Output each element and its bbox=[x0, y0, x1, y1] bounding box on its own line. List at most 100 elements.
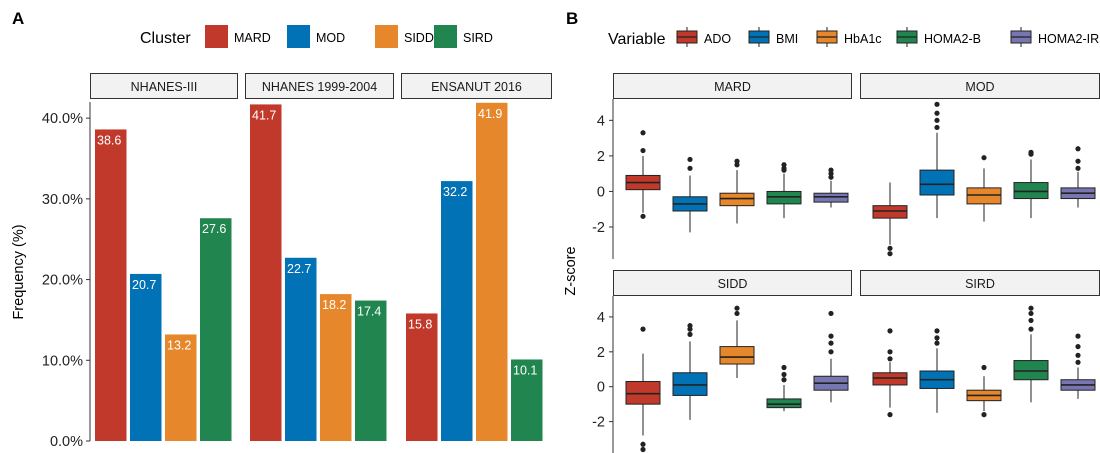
box-sird-homa2-b bbox=[1013, 305, 1049, 403]
legend-key-ado bbox=[676, 27, 698, 47]
legend-label-mard: MARD bbox=[234, 31, 271, 45]
strip-label-sidd: SIDD bbox=[718, 277, 748, 291]
outlier-2 bbox=[781, 167, 787, 173]
outlier-0 bbox=[1075, 359, 1081, 365]
iqr-box bbox=[766, 398, 802, 409]
legend-label-ado: ADO bbox=[704, 32, 731, 46]
outlier-2 bbox=[781, 364, 787, 371]
y-tick-label-a-4: 40.0% bbox=[42, 111, 83, 127]
legend-key-homa2-ir bbox=[1010, 27, 1032, 47]
bar-nhanes-1999-2004-sird bbox=[355, 300, 387, 441]
outlier-0 bbox=[981, 364, 987, 371]
outlier-1 bbox=[981, 412, 987, 418]
legend-label-sird: SIRD bbox=[463, 31, 493, 45]
strip-label-nhanes-iii: NHANES-III bbox=[131, 80, 198, 94]
iqr-box bbox=[625, 380, 661, 405]
outlier-2 bbox=[828, 174, 834, 180]
outlier-1 bbox=[1028, 149, 1034, 155]
outlier-0 bbox=[1028, 326, 1034, 332]
bar-label-nhanes-1999-2004-sird: 17.4 bbox=[357, 305, 381, 319]
bar-label-nhanes-iii-sird: 27.6 bbox=[202, 222, 226, 236]
box-mod-bmi bbox=[919, 101, 955, 219]
legend-cluster: Cluster MARD MOD SIDD SIRD bbox=[140, 25, 493, 48]
strip-ensanut-2016 bbox=[401, 73, 552, 99]
outlier-0 bbox=[640, 130, 646, 136]
outlier-1 bbox=[781, 371, 787, 378]
strip-label-mod: MOD bbox=[965, 80, 994, 94]
outlier-0 bbox=[934, 340, 940, 346]
outlier-1 bbox=[828, 340, 834, 346]
bar-nhanes-1999-2004-mard bbox=[250, 104, 282, 442]
bar-label-nhanes-iii-sidd: 13.2 bbox=[167, 338, 191, 352]
facet-nhanes-1999-2004: NHANES 1999-2004 41.7 22.7 18.2 17.4 bbox=[245, 73, 394, 442]
box-sidd-homa2-b bbox=[766, 364, 802, 412]
outlier-2 bbox=[934, 110, 940, 116]
outlier-2 bbox=[887, 328, 893, 334]
y-tick-label-a-3: 30.0% bbox=[42, 192, 83, 208]
facet-mod: MOD bbox=[860, 73, 1100, 257]
outlier-0 bbox=[934, 124, 940, 131]
outlier-1 bbox=[887, 349, 893, 355]
y-axis-label-b: Z-score bbox=[563, 246, 579, 295]
iqr-box bbox=[872, 372, 908, 386]
iqr-box bbox=[966, 187, 1002, 205]
iqr-box bbox=[719, 192, 755, 207]
facet-sird: SIRD bbox=[860, 270, 1100, 418]
legend-key-sidd bbox=[375, 25, 398, 48]
legend-key-mod bbox=[287, 25, 310, 48]
y-tick-label-sidd-2: 2 bbox=[597, 345, 605, 361]
y-tick-label-mard-0: -2 bbox=[592, 220, 605, 236]
outlier-0 bbox=[1075, 165, 1081, 171]
strip-label-sird: SIRD bbox=[965, 277, 995, 291]
bar-nhanes-iii-mard bbox=[95, 129, 127, 441]
outlier-1 bbox=[1075, 352, 1081, 358]
box-sird-hba1c bbox=[966, 364, 1002, 418]
box-sird-ado bbox=[872, 328, 908, 418]
legend-title-variable: Variable bbox=[608, 31, 666, 48]
outlier-3 bbox=[934, 101, 940, 107]
iqr-box bbox=[919, 169, 955, 196]
legend-key-mard bbox=[205, 25, 228, 48]
legend-label-bmi: BMI bbox=[776, 32, 798, 46]
outlier-1 bbox=[828, 171, 834, 177]
iqr-box bbox=[766, 190, 802, 205]
facet-ensanut-2016: ENSANUT 2016 15.8 32.2 41.9 10.1 bbox=[401, 73, 552, 442]
y-axis-a: 0.0% 10.0% 20.0% 30.0% 40.0% bbox=[42, 102, 91, 450]
legend-label-mod: MOD bbox=[316, 31, 345, 45]
box-sird-bmi bbox=[919, 328, 955, 413]
bar-nhanes-iii-sidd bbox=[165, 334, 197, 441]
outlier-3 bbox=[1075, 333, 1081, 339]
bar-label-nhanes-1999-2004-mod: 22.7 bbox=[287, 262, 311, 276]
iqr-box bbox=[672, 372, 708, 396]
outlier-2 bbox=[934, 328, 940, 334]
legend-variable: Variable ADO BMI HbA1c HOMA2-B HOMA2-IR bbox=[608, 27, 1099, 48]
outlier-1 bbox=[1075, 158, 1081, 164]
strip-mod bbox=[860, 73, 1100, 99]
box-sidd-ado bbox=[625, 326, 661, 453]
bar-nhanes-iii-mod bbox=[130, 273, 162, 441]
legend-key-bmi bbox=[748, 27, 770, 47]
outlier-1 bbox=[934, 117, 940, 123]
bar-nhanes-iii-sird bbox=[200, 218, 232, 441]
bar-label-ensanut-2016-mod: 32.2 bbox=[443, 185, 467, 199]
strip-mard bbox=[613, 73, 852, 99]
outlier-1 bbox=[640, 147, 646, 154]
bar-ensanut-2016-mod bbox=[441, 181, 473, 441]
box-mod-ado bbox=[872, 182, 908, 257]
legend-label-hba1c: HbA1c bbox=[844, 32, 882, 46]
panel-a-bar-chart: A Cluster MARD MOD SIDD SIRD NHANES-III 38.6 2… bbox=[11, 9, 552, 450]
y-axis-label-a: Frequency (%) bbox=[11, 224, 27, 319]
outlier-0 bbox=[828, 167, 834, 173]
iqr-box bbox=[872, 205, 908, 219]
bar-label-nhanes-iii-mard: 38.6 bbox=[97, 133, 121, 147]
box-sird-homa2-ir bbox=[1060, 333, 1096, 399]
legend-key-sird bbox=[434, 25, 457, 48]
outlier-2 bbox=[640, 213, 646, 219]
strip-label-nhanes-1999-2004: NHANES 1999-2004 bbox=[262, 80, 377, 94]
outlier-0 bbox=[887, 356, 893, 362]
outlier-0 bbox=[828, 349, 834, 355]
strip-sird bbox=[860, 270, 1100, 296]
outlier-1 bbox=[687, 165, 693, 171]
y-tick-label-mard-3: 4 bbox=[597, 113, 605, 129]
